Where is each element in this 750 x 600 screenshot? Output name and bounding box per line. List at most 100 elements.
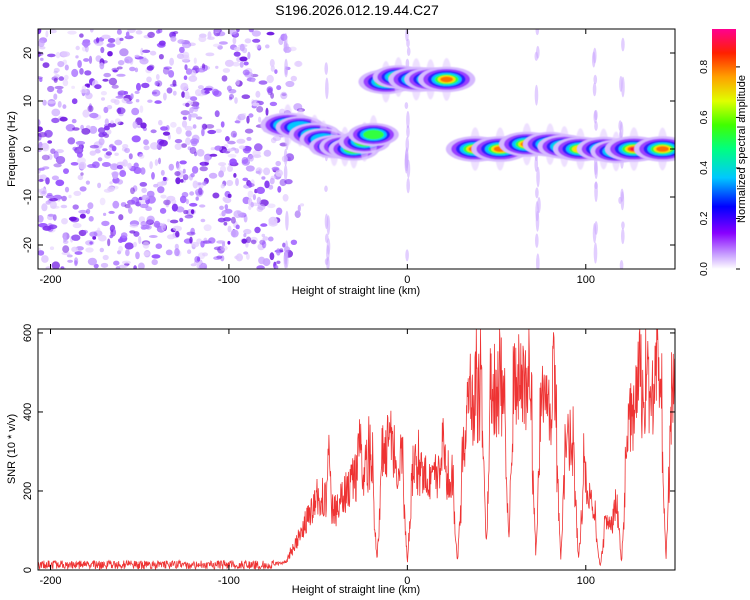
noise-speck	[275, 160, 282, 167]
noise-speck	[262, 236, 269, 241]
noise-speck	[54, 85, 64, 90]
noise-speck	[222, 196, 227, 202]
x-tick-label: 0	[404, 274, 410, 286]
noise-speck	[222, 149, 228, 154]
noise-speck	[110, 120, 114, 124]
noise-speck	[253, 143, 263, 152]
noise-speck	[168, 70, 175, 78]
noise-speck	[140, 122, 147, 129]
noise-speck	[227, 165, 233, 172]
noise-speck	[188, 75, 198, 82]
noise-speck	[256, 186, 265, 194]
noise-speck	[141, 226, 147, 230]
streak-speck	[324, 62, 329, 75]
noise-speck	[47, 100, 56, 104]
snr-series-line	[38, 329, 675, 570]
noise-speck	[205, 124, 215, 129]
noise-speck	[53, 77, 58, 83]
noise-speck	[47, 85, 55, 93]
noise-speck	[107, 238, 111, 247]
noise-speck	[171, 203, 178, 212]
noise-speck	[241, 238, 247, 244]
noise-speck	[41, 255, 49, 263]
noise-speck	[256, 106, 264, 113]
noise-speck	[169, 219, 179, 224]
noise-speck	[261, 176, 266, 180]
noise-speck	[107, 122, 117, 128]
y-tick-label: 400	[22, 403, 34, 421]
noise-speck	[272, 135, 282, 141]
noise-speck	[191, 140, 198, 147]
noise-speck	[141, 187, 147, 193]
noise-speck	[77, 60, 82, 68]
noise-speck	[197, 85, 204, 90]
noise-speck	[53, 151, 59, 160]
noise-speck	[38, 188, 42, 193]
streak-speck	[324, 185, 328, 192]
noise-speck	[58, 76, 65, 81]
streak-speck	[593, 242, 598, 264]
noise-speck	[254, 226, 261, 234]
noise-speck	[74, 146, 84, 154]
noise-speck	[180, 110, 190, 116]
streak-speck	[283, 148, 288, 166]
noise-speck	[162, 67, 170, 75]
noise-speck	[132, 121, 138, 129]
noise-speck	[153, 220, 161, 228]
noise-speck	[267, 203, 276, 209]
noise-speck	[81, 127, 91, 135]
noise-speck	[45, 30, 49, 38]
noise-speck	[113, 260, 120, 266]
noise-speck	[190, 173, 195, 178]
noise-speck	[63, 74, 69, 81]
noise-speck	[252, 102, 260, 107]
streak-speck	[404, 149, 409, 172]
y-tick-label: 600	[22, 324, 34, 342]
noise-speck	[209, 153, 218, 157]
noise-speck	[135, 99, 140, 103]
noise-speck	[241, 113, 247, 117]
noise-speck	[208, 172, 218, 179]
noise-speck	[64, 64, 69, 71]
streak-speck	[592, 82, 597, 97]
noise-speck	[117, 60, 125, 66]
snr-y-ticks: 0 200 400 600	[22, 324, 675, 573]
noise-speck	[71, 234, 81, 241]
noise-speck	[79, 186, 87, 192]
noise-speck	[57, 61, 65, 68]
noise-speck	[182, 168, 186, 174]
noise-speck	[170, 121, 177, 128]
noise-speck	[61, 251, 71, 256]
y-tick-label: -20	[22, 237, 34, 253]
noise-speck	[229, 158, 237, 165]
noise-speck	[165, 125, 170, 131]
noise-speck	[98, 138, 105, 146]
noise-speck	[60, 51, 71, 57]
noise-speck	[255, 90, 261, 98]
noise-speck	[189, 107, 194, 114]
noise-speck	[107, 38, 116, 43]
noise-speck	[42, 62, 50, 68]
noise-speck	[75, 55, 79, 59]
noise-speck	[133, 241, 137, 248]
noise-speck	[165, 249, 173, 256]
noise-speck	[139, 203, 149, 209]
colorbar-ticks: 0.0 0.2 0.4 0.6 0.8	[699, 60, 740, 276]
noise-speck	[114, 139, 123, 146]
noise-speck	[100, 46, 105, 54]
noise-speck	[189, 202, 198, 207]
noise-speck	[93, 263, 99, 269]
noise-speck	[215, 65, 219, 69]
noise-speck	[54, 74, 60, 78]
noise-speck	[124, 147, 130, 154]
noise-speck	[83, 58, 90, 62]
noise-speck	[113, 229, 117, 236]
noise-speck	[96, 227, 101, 235]
noise-speck	[134, 67, 139, 73]
noise-speck	[195, 102, 199, 108]
noise-speck	[111, 84, 119, 89]
noise-speck	[174, 139, 183, 144]
noise-speck	[156, 29, 161, 34]
noise-speck	[185, 130, 192, 137]
